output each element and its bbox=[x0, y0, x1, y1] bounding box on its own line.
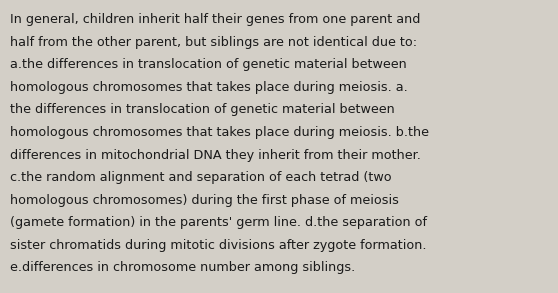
Text: homologous chromosomes that takes place during meiosis. a.: homologous chromosomes that takes place … bbox=[10, 81, 408, 94]
Text: homologous chromosomes that takes place during meiosis. b.the: homologous chromosomes that takes place … bbox=[10, 126, 429, 139]
Text: e.differences in chromosome number among siblings.: e.differences in chromosome number among… bbox=[10, 261, 355, 274]
Text: In general, children inherit half their genes from one parent and: In general, children inherit half their … bbox=[10, 13, 420, 26]
Text: homologous chromosomes) during the first phase of meiosis: homologous chromosomes) during the first… bbox=[10, 194, 399, 207]
Text: sister chromatids during mitotic divisions after zygote formation.: sister chromatids during mitotic divisio… bbox=[10, 239, 426, 252]
Text: half from the other parent, but siblings are not identical due to:: half from the other parent, but siblings… bbox=[10, 36, 417, 49]
Text: a.the differences in translocation of genetic material between: a.the differences in translocation of ge… bbox=[10, 58, 407, 71]
Text: differences in mitochondrial DNA they inherit from their mother.: differences in mitochondrial DNA they in… bbox=[10, 149, 421, 161]
Text: the differences in translocation of genetic material between: the differences in translocation of gene… bbox=[10, 103, 395, 116]
Text: (gamete formation) in the parents' germ line. d.the separation of: (gamete formation) in the parents' germ … bbox=[10, 216, 427, 229]
Text: c.the random alignment and separation of each tetrad (two: c.the random alignment and separation of… bbox=[10, 171, 392, 184]
